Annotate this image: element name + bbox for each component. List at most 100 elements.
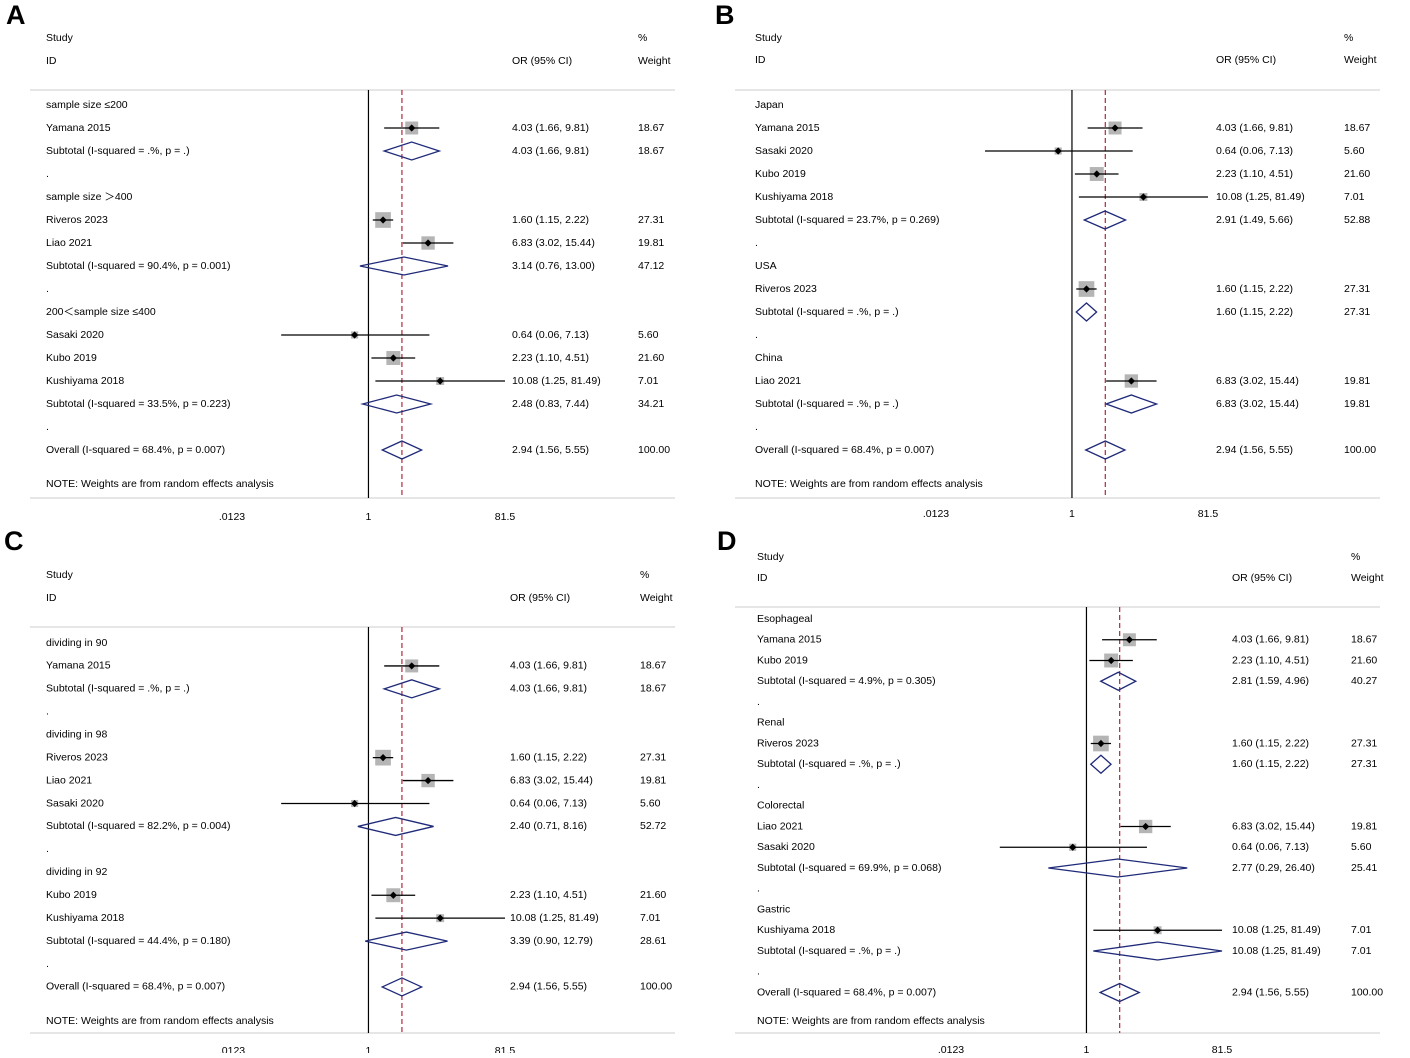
or-ci-value: 4.03 (1.66, 9.81) <box>512 122 589 134</box>
subtotal-label: Subtotal (I-squared = .%, p = .) <box>757 758 901 770</box>
panel-letter: C <box>4 526 24 556</box>
subtotal-diamond <box>382 679 442 699</box>
weight-value: 100.00 <box>640 981 672 993</box>
point-estimate <box>379 754 387 762</box>
header-study: Study <box>755 32 783 44</box>
weight-value: 27.31 <box>640 751 666 763</box>
or-ci-value: 2.94 (1.56, 5.55) <box>510 981 587 993</box>
header-weight: Weight <box>640 592 673 604</box>
or-ci-value: 0.64 (0.06, 7.13) <box>1216 145 1293 157</box>
point-estimate <box>1069 843 1077 851</box>
subtotal-diamond <box>359 256 449 276</box>
weight-value: 19.81 <box>638 237 664 249</box>
subgroup-heading: 200＜sample size ≤400 <box>46 306 156 318</box>
point-estimate <box>1142 822 1150 831</box>
header-study: Study <box>46 32 74 44</box>
subtotal-label: Subtotal (I-squared = 44.4%, p = 0.180) <box>46 935 230 947</box>
spacer-dot: . <box>46 283 49 295</box>
subtotal-diamond <box>1093 941 1223 961</box>
weight-value: 19.81 <box>1344 375 1370 387</box>
weight-value: 27.31 <box>1344 283 1370 295</box>
weight-value: 18.67 <box>1344 122 1370 134</box>
point-estimate <box>1125 636 1133 644</box>
subtotal-diamond <box>365 931 448 951</box>
forest-plot: Study ID OR (95% CI)% Weight sample size ≤20… <box>30 32 675 523</box>
weight-value: 21.60 <box>638 352 664 364</box>
forest-plot: Study ID OR (95% CI)% Weight dividing in 90 Y… <box>30 569 675 1057</box>
forest-plot: Study ID OR (95% CI)% Weight Esophageal Yaman… <box>735 551 1384 1056</box>
header-id: ID <box>46 592 57 604</box>
overall-label: Overall (I-squared = 68.4%, p = 0.007) <box>46 444 225 456</box>
subtotal-diamond <box>1082 210 1128 230</box>
axis-tick-label: 1 <box>366 1045 372 1053</box>
spacer-dot: . <box>46 168 49 180</box>
weight-value: 100.00 <box>1344 444 1376 456</box>
or-ci-value: 2.40 (0.71, 8.16) <box>510 820 587 832</box>
subtotal-label: Subtotal (I-squared = 4.9%, p = 0.305) <box>757 675 936 687</box>
subtotal-diamond <box>382 141 442 161</box>
weight-value: 100.00 <box>638 444 670 456</box>
subtotal-label: Subtotal (I-squared = 90.4%, p = 0.001) <box>46 260 230 272</box>
weights-note: NOTE: Weights are from random effects an… <box>46 1015 274 1027</box>
study-label: Kushiyama 2018 <box>757 924 835 936</box>
axis-tick-label: .0123 <box>219 1045 245 1053</box>
weight-value: 5.60 <box>1344 145 1365 157</box>
spacer-dot: . <box>46 706 49 718</box>
weight-value: 21.60 <box>1344 168 1370 180</box>
weight-value: 7.01 <box>1344 191 1365 203</box>
subgroup-heading: Japan <box>755 99 784 111</box>
overall-label: Overall (I-squared = 68.4%, p = 0.007) <box>46 981 225 993</box>
or-ci-value: 2.77 (0.29, 26.40) <box>1232 862 1315 874</box>
header-or-ci: OR (95% CI) <box>1216 54 1276 66</box>
study-label: Liao 2021 <box>757 820 803 832</box>
header-id: ID <box>46 55 57 67</box>
axis-tick-label: 1 <box>366 511 372 523</box>
weight-value: 7.01 <box>640 912 661 924</box>
point-estimate <box>1111 124 1119 132</box>
point-estimate <box>351 331 359 339</box>
axis-tick-label: .0123 <box>219 511 245 523</box>
header-weight: Weight <box>1344 54 1377 66</box>
header-or-ci: OR (95% CI) <box>510 592 570 604</box>
spacer-dot: . <box>755 237 758 249</box>
study-label: Yamana 2015 <box>755 122 820 134</box>
subtotal-label: Subtotal (I-squared = 33.5%, p = 0.223) <box>46 398 230 410</box>
subgroup-heading: dividing in 98 <box>46 729 107 741</box>
study-label: Riveros 2023 <box>757 737 819 749</box>
or-ci-value: 2.23 (1.10, 4.51) <box>1232 654 1309 666</box>
axis-tick-label: 1 <box>1084 1044 1090 1053</box>
spacer-dot: . <box>46 421 49 433</box>
weights-note: NOTE: Weights are from random effects an… <box>46 478 274 490</box>
subtotal-diamond <box>1099 671 1138 691</box>
subgroup-heading: sample size ＞400 <box>46 191 133 203</box>
spacer-dot: . <box>757 696 760 708</box>
overall-diamond <box>380 440 424 460</box>
forest-panel-b: B Study ID OR (95% CI)% Weight Japan Yamana 2… <box>705 0 1410 526</box>
weight-value: 52.88 <box>1344 214 1370 226</box>
study-label: Sasaki 2020 <box>46 797 104 809</box>
or-ci-value: 10.08 (1.25, 81.49) <box>1216 191 1305 203</box>
forest-panel-a: A Study ID OR (95% CI)% Weight sample size ≤… <box>0 0 705 526</box>
weight-value: 18.67 <box>638 145 664 157</box>
subtotal-label: Subtotal (I-squared = 69.9%, p = 0.068) <box>757 862 941 874</box>
header-study: Study <box>46 569 74 581</box>
panel-letter: B <box>715 0 735 30</box>
or-ci-value: 1.60 (1.15, 2.22) <box>1216 306 1293 318</box>
subgroup-heading: USA <box>755 260 777 272</box>
header-percent: % <box>638 32 647 44</box>
forest-panel-d: D Study ID OR (95% CI)% Weight Esophageal Yam… <box>705 526 1410 1056</box>
or-ci-value: 1.60 (1.15, 2.22) <box>510 751 587 763</box>
or-ci-value: 4.03 (1.66, 9.81) <box>1232 634 1309 646</box>
or-ci-value: 2.23 (1.10, 4.51) <box>1216 168 1293 180</box>
subgroup-heading: Gastric <box>757 903 790 915</box>
or-ci-value: 2.48 (0.83, 7.44) <box>512 398 589 410</box>
weight-value: 7.01 <box>1351 924 1372 936</box>
point-estimate <box>1054 147 1062 155</box>
or-ci-value: 4.03 (1.66, 9.81) <box>510 660 587 672</box>
overall-diamond <box>380 977 424 997</box>
or-ci-value: 3.39 (0.90, 12.79) <box>510 935 593 947</box>
or-ci-value: 0.64 (0.06, 7.13) <box>512 329 589 341</box>
header-percent: % <box>640 569 649 581</box>
point-estimate <box>436 914 444 922</box>
spacer-dot: . <box>46 843 49 855</box>
